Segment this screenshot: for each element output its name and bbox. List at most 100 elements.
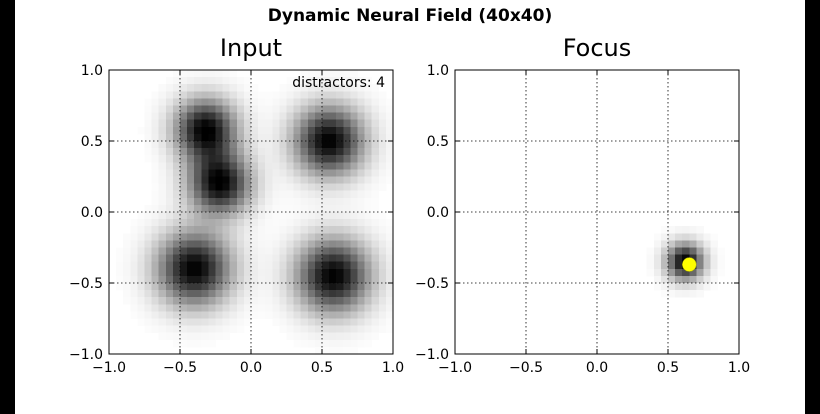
heatmap-cell xyxy=(357,148,365,156)
heatmap-cell xyxy=(357,155,365,163)
heatmap-cell xyxy=(689,268,697,277)
heatmap-cell xyxy=(251,105,259,113)
heatmap-cell xyxy=(371,204,380,213)
heatmap-cell xyxy=(385,141,394,149)
heatmap-cell xyxy=(243,126,252,135)
heatmap-cell xyxy=(215,204,223,213)
heatmap-cell xyxy=(329,155,337,163)
heatmap-cell xyxy=(293,212,302,220)
heatmap-cell xyxy=(322,141,330,149)
heatmap-cell xyxy=(258,297,266,305)
heatmap-cell xyxy=(265,297,273,305)
heatmap-cell xyxy=(286,204,294,213)
heatmap-cell xyxy=(265,290,273,298)
heatmap-cell xyxy=(307,126,316,135)
heatmap-cell xyxy=(371,254,380,263)
heatmap-cell xyxy=(357,126,365,135)
heatmap-cell xyxy=(229,240,238,248)
heatmap-cell xyxy=(180,98,188,106)
heatmap-cell xyxy=(180,297,188,305)
heatmap-cell xyxy=(180,126,188,135)
heatmap-cell xyxy=(371,261,380,270)
heatmap-cell xyxy=(201,91,209,99)
heatmap-cell xyxy=(172,332,181,341)
heatmap-cell xyxy=(371,148,380,156)
heatmap-cell xyxy=(286,240,294,248)
heatmap-cell xyxy=(172,84,181,92)
heatmap-cell xyxy=(314,197,323,206)
heatmap-cell xyxy=(194,197,202,206)
heatmap-cell xyxy=(307,183,316,192)
heatmap-cell xyxy=(194,325,202,334)
heatmap-cell xyxy=(343,133,351,142)
heatmap-cell xyxy=(215,183,223,192)
heatmap-cell xyxy=(222,226,231,234)
heatmap-cell xyxy=(229,70,238,78)
heatmap-cell xyxy=(350,77,358,85)
heatmap-cell xyxy=(668,261,676,270)
heatmap-cell xyxy=(251,176,259,184)
heatmap-cell xyxy=(300,261,309,270)
heatmap-cell xyxy=(258,105,266,113)
heatmap-cell xyxy=(208,283,216,291)
heatmap-cell xyxy=(314,233,323,241)
heatmap-cell xyxy=(314,311,323,319)
heatmap-cell xyxy=(378,247,387,255)
heatmap-cell xyxy=(364,212,373,220)
heatmap-cell xyxy=(258,304,266,312)
heatmap-cell xyxy=(258,226,266,234)
heatmap-cell xyxy=(350,297,358,305)
heatmap-cell xyxy=(343,77,351,85)
plot-canvas: −1.0−1.0−0.5−0.50.00.00.50.51.01.0Inputd… xyxy=(69,34,750,376)
heatmap-cell xyxy=(293,197,302,206)
heatmap-cell xyxy=(668,275,676,284)
heatmap-cell xyxy=(307,98,316,106)
heatmap-cell xyxy=(151,325,160,334)
heatmap-cell xyxy=(653,254,662,263)
heatmap-cell xyxy=(350,91,358,99)
heatmap-cell xyxy=(137,311,145,319)
heatmap-cell xyxy=(194,91,202,99)
y-tick-label: −1.0 xyxy=(415,347,449,363)
heatmap-cell xyxy=(215,70,223,78)
x-tick-label: 0.0 xyxy=(240,360,262,376)
heatmap-cell xyxy=(364,98,373,106)
heatmap-cell xyxy=(116,283,124,291)
heatmap-cell xyxy=(187,98,195,106)
heatmap-cell xyxy=(208,155,216,163)
heatmap-cell xyxy=(187,311,195,319)
heatmap-cell xyxy=(158,148,167,156)
heatmap-cell xyxy=(215,325,223,334)
heatmap-cell xyxy=(336,339,344,348)
heatmap-cell xyxy=(243,233,252,241)
heatmap-cell xyxy=(229,148,238,156)
heatmap-cell xyxy=(201,233,209,241)
heatmap-cell xyxy=(286,155,294,163)
heatmap-cell xyxy=(208,169,216,177)
heatmap-cell xyxy=(343,311,351,319)
heatmap-cell xyxy=(336,169,344,177)
heatmap-cell xyxy=(144,233,152,241)
heatmap-cell xyxy=(165,190,174,199)
heatmap-cell xyxy=(130,283,138,291)
heatmap-cell xyxy=(314,332,323,341)
heatmap-cell xyxy=(201,105,209,113)
heatmap-cell xyxy=(293,297,302,305)
heatmap-cell xyxy=(187,247,195,255)
heatmap-cell xyxy=(371,226,380,234)
heatmap-cell xyxy=(158,84,167,92)
heatmap-cell xyxy=(151,304,160,312)
heatmap-cell xyxy=(307,148,316,156)
heatmap-cell xyxy=(194,318,202,326)
heatmap-cell xyxy=(329,346,337,355)
heatmap-cell xyxy=(357,268,365,277)
heatmap-cell xyxy=(675,247,683,255)
heatmap-cell xyxy=(378,155,387,163)
heatmap-cell xyxy=(300,212,309,220)
heatmap-cell xyxy=(222,240,231,248)
heatmap-cell xyxy=(215,297,223,305)
heatmap-cell xyxy=(222,98,231,106)
heatmap-cell xyxy=(243,311,252,319)
heatmap-cell xyxy=(279,119,287,128)
heatmap-cell xyxy=(201,261,209,270)
